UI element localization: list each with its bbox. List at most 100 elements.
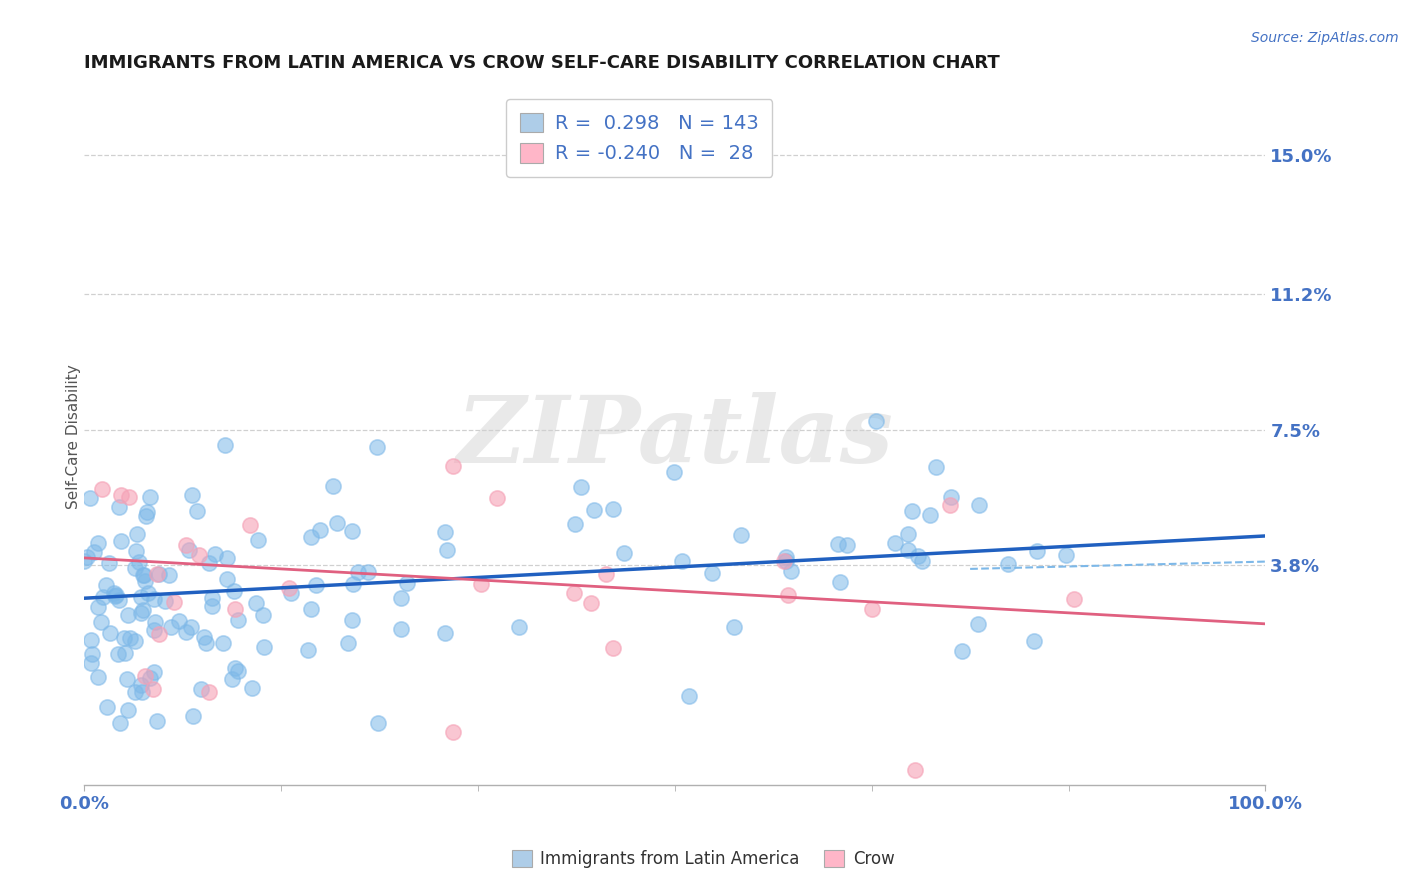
Point [80, 632, 103, 647]
Point [90, 615, 112, 630]
Point [160, 620, 183, 634]
Point [356, 566, 378, 580]
Point [132, 603, 155, 617]
Point [139, 671, 162, 685]
Point [117, 672, 139, 686]
Point [780, 564, 803, 578]
Point [201, 591, 224, 605]
Point [337, 636, 360, 650]
Point [118, 631, 141, 645]
Point [117, 703, 139, 717]
Point [143, 623, 166, 637]
Point [124, 561, 146, 575]
Point [129, 590, 152, 604]
Point [146, 567, 169, 582]
Point [347, 565, 370, 579]
Point [950, 643, 973, 657]
Point [129, 678, 152, 692]
Point [564, 516, 586, 531]
Point [80, 648, 103, 662]
Point [434, 626, 457, 640]
Point [132, 567, 155, 582]
Point [125, 526, 148, 541]
Point [299, 529, 322, 543]
Point [201, 599, 224, 613]
Point [297, 643, 319, 657]
Point [86, 535, 108, 549]
Point [773, 554, 796, 568]
Point [112, 631, 135, 645]
Point [389, 622, 412, 636]
Point [143, 665, 166, 679]
Point [252, 607, 274, 622]
Point [198, 685, 221, 699]
Point [221, 672, 243, 686]
Point [240, 681, 263, 696]
Point [671, 554, 693, 568]
Point [837, 538, 859, 552]
Point [124, 685, 146, 699]
Point [136, 586, 159, 600]
Point [224, 602, 246, 616]
Point [884, 536, 907, 550]
Point [967, 498, 990, 512]
Point [103, 586, 125, 600]
Text: Source: ZipAtlas.com: Source: ZipAtlas.com [1251, 31, 1399, 45]
Point [169, 614, 191, 628]
Point [1024, 633, 1046, 648]
Point [187, 548, 209, 562]
Point [602, 640, 624, 655]
Text: ZIPatlas: ZIPatlas [457, 392, 893, 482]
Point [217, 550, 239, 565]
Point [775, 554, 797, 568]
Point [180, 487, 202, 501]
Point [98, 556, 121, 570]
Point [148, 567, 170, 582]
Point [342, 577, 364, 591]
Point [389, 591, 412, 606]
Point [134, 574, 156, 588]
Point [897, 543, 920, 558]
Point [1054, 549, 1077, 563]
Point [148, 627, 170, 641]
Point [1025, 544, 1047, 558]
Y-axis label: Self-Care Disability: Self-Care Disability [66, 365, 80, 509]
Point [108, 715, 131, 730]
Point [157, 568, 180, 582]
Point [441, 459, 464, 474]
Point [436, 543, 458, 558]
Point [118, 490, 141, 504]
Point [91, 591, 114, 605]
Text: IMMIGRANTS FROM LATIN AMERICA VS CROW SELF-CARE DISABILITY CORRELATION CHART: IMMIGRANTS FROM LATIN AMERICA VS CROW SE… [84, 54, 1000, 72]
Point [98, 626, 121, 640]
Point [228, 664, 250, 678]
Point [326, 516, 349, 530]
Point [918, 508, 941, 522]
Point [142, 681, 165, 696]
Point [193, 630, 215, 644]
Point [143, 592, 166, 607]
Point [860, 602, 883, 616]
Point [91, 482, 114, 496]
Point [322, 479, 344, 493]
Point [96, 700, 118, 714]
Point [678, 689, 700, 703]
Point [104, 589, 127, 603]
Point [180, 620, 202, 634]
Point [278, 582, 301, 596]
Point [941, 490, 963, 504]
Point [215, 572, 238, 586]
Point [485, 491, 508, 506]
Point [110, 534, 132, 549]
Point [214, 438, 236, 452]
Point [131, 685, 153, 699]
Point [247, 533, 270, 548]
Point [177, 543, 200, 558]
Point [1063, 592, 1085, 607]
Legend: R =  0.298   N = 143, R = -0.240   N =  28: R = 0.298 N = 143, R = -0.240 N = 28 [506, 99, 772, 177]
Point [79, 491, 101, 505]
Point [190, 681, 212, 696]
Point [80, 657, 103, 671]
Legend: Immigrants from Latin America, Crow: Immigrants from Latin America, Crow [505, 843, 901, 875]
Point [395, 576, 418, 591]
